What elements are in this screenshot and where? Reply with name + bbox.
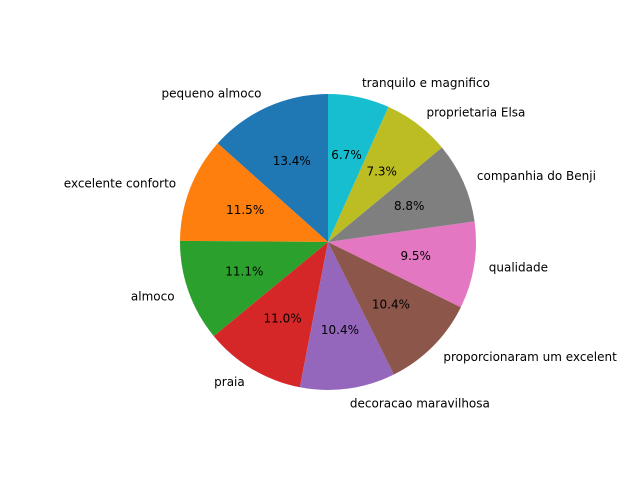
- pct-label-excelente-conforto: 11.5%: [226, 203, 264, 217]
- pct-label-proporcionaram-um-excelent: 10.4%: [372, 298, 410, 312]
- category-label-decoracao-maravilhosa: decoracao maravilhosa: [350, 396, 490, 410]
- category-label-praia: praia: [214, 375, 245, 389]
- category-label-pequeno-almoco: pequeno almoco: [161, 86, 261, 100]
- pie-slice-tranquilo-e-magnifico: [328, 94, 389, 242]
- pie-slice-praia: [213, 242, 328, 388]
- pct-label-decoracao-maravilhosa: 10.4%: [321, 323, 359, 337]
- pie-slice-almoco: [179, 240, 328, 337]
- category-label-tranquilo-e-magnifico: tranquilo e magnifico: [362, 76, 490, 90]
- pie-slice-proprietaria-elsa: [328, 106, 442, 243]
- category-label-almoco: almoco: [131, 289, 175, 303]
- pie-slice-excelente-conforto: [180, 143, 328, 242]
- pie-slice-companhia-do-benji: [328, 147, 475, 242]
- pie-slice-decoracao-maravilhosa: [299, 242, 394, 391]
- pie-slice-qualidade: [328, 221, 477, 308]
- pie-slice-proporcionaram-um-excelent: [328, 242, 461, 375]
- pct-label-praia: 11.0%: [264, 311, 302, 325]
- pie-slice-pequeno-almoco: [217, 94, 328, 242]
- pct-label-tranquilo-e-magnifico: 6.7%: [331, 148, 362, 162]
- category-label-excelente-conforto: excelente conforto: [64, 176, 176, 190]
- pie-slices: [179, 94, 477, 391]
- pct-label-almoco: 11.1%: [225, 265, 263, 279]
- category-labels: pequeno almoco excelente conforto almoco pr…: [64, 76, 617, 411]
- pct-label-companhia-do-benji: 8.8%: [394, 199, 425, 213]
- category-label-companhia-do-benji: companhia do Benji: [477, 169, 596, 183]
- category-label-proprietaria-elsa: proprietaria Elsa: [426, 105, 525, 119]
- pct-label-proprietaria-elsa: 7.3%: [366, 164, 397, 178]
- category-label-qualidade: qualidade: [489, 261, 548, 275]
- percentage-labels: 13.4% 11.5% 11.1% 11.0% 10.4% 10.4% 9.5% 8.8% 7.…: [225, 148, 431, 337]
- category-label-proporcionaram-um-excelent: proporcionaram um excelent: [443, 350, 617, 364]
- pct-label-pequeno-almoco: 13.4%: [273, 154, 311, 168]
- pct-label-qualidade: 9.5%: [400, 249, 431, 263]
